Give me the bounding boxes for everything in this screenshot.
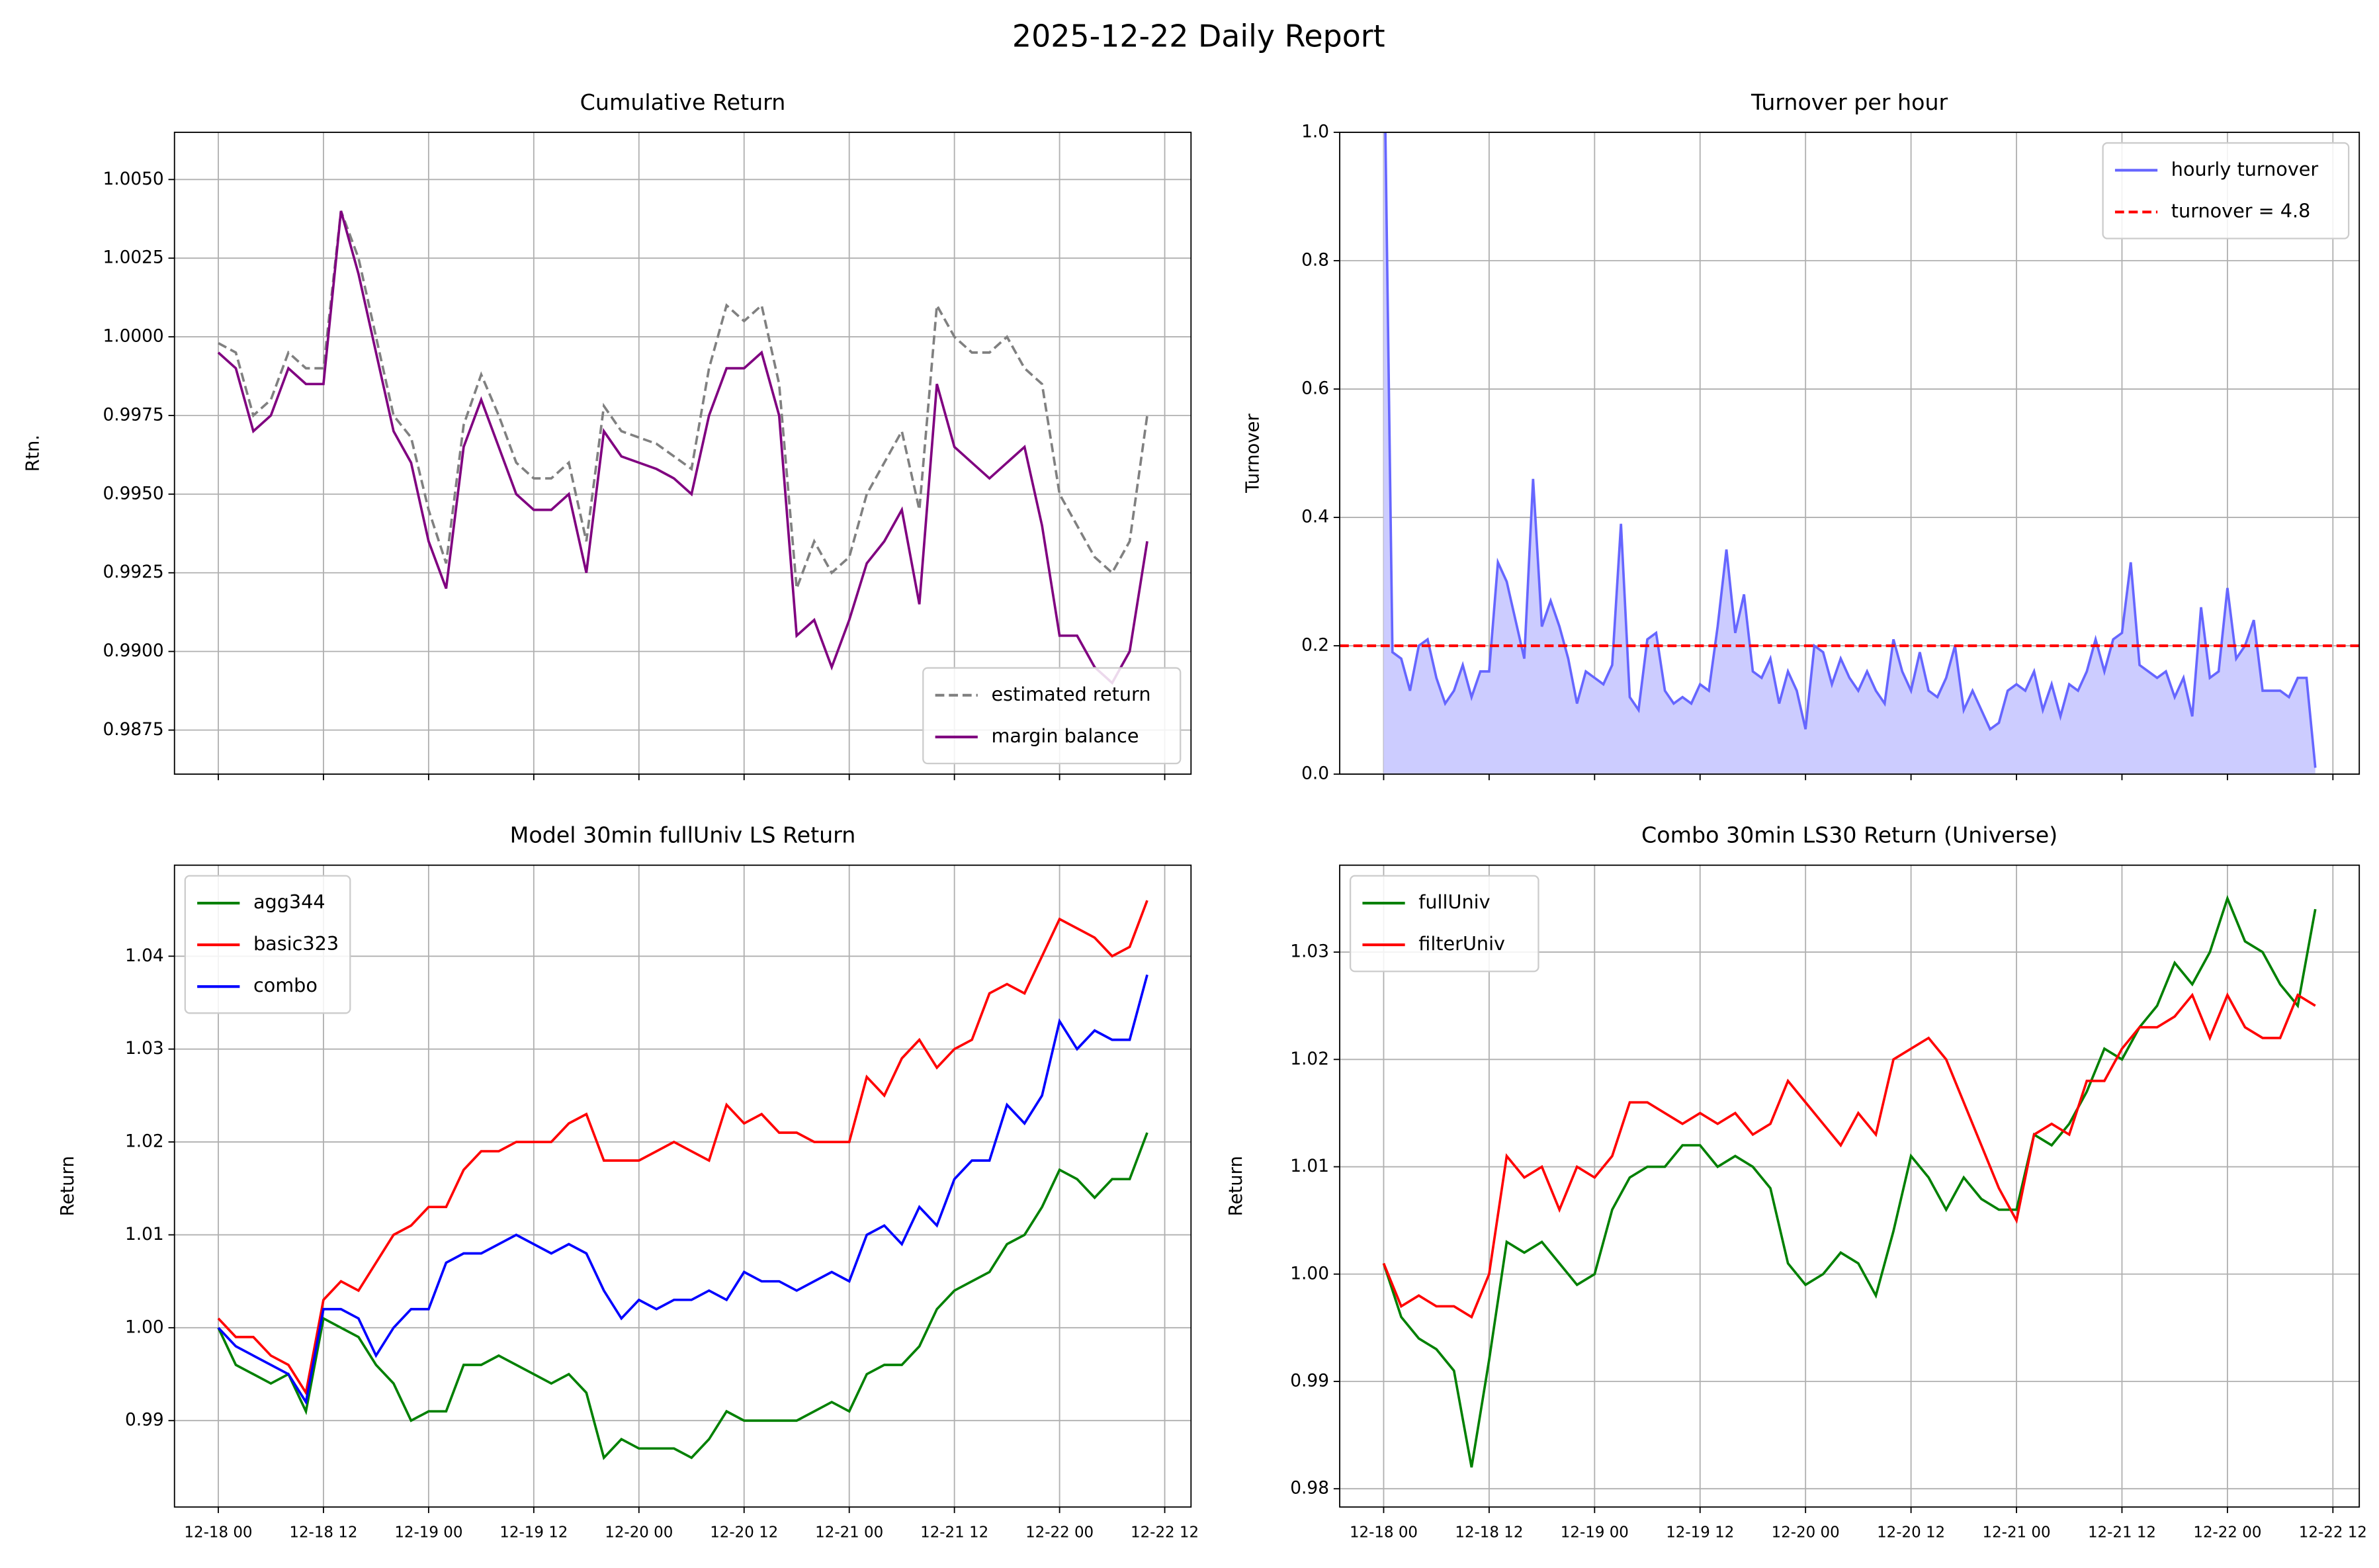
y-tick-label: 0.98 <box>1290 1479 1329 1499</box>
legend-label: agg344 <box>253 891 325 913</box>
y-tick-label: 1.00 <box>125 1317 164 1337</box>
legend-label: fullUniv <box>1418 891 1490 913</box>
x-tick-label: 12-18 12 <box>1455 1524 1523 1541</box>
axes-frame <box>1339 132 2360 775</box>
legend-label: combo <box>253 974 318 996</box>
y-tick-label: 1.0050 <box>103 169 163 189</box>
y-tick-label: 0.9900 <box>103 641 163 661</box>
subplot-title: Model 30min fullUniv LS Return <box>510 822 856 848</box>
figure-title: 2025-12-22 Daily Report <box>1012 18 1385 54</box>
axes-frame <box>173 864 1192 1508</box>
x-tick-label: 12-19 00 <box>394 1524 462 1541</box>
legend-box <box>1349 875 1539 973</box>
legend-label: estimated return <box>991 683 1150 705</box>
x-tick-label: 12-22 12 <box>1131 1524 1199 1541</box>
plot-area <box>1382 894 2317 1468</box>
x-tick-label: 12-19 12 <box>499 1524 568 1541</box>
x-tick-label: 12-20 12 <box>1877 1524 1945 1541</box>
line <box>217 1132 1148 1461</box>
axes-frame <box>1339 864 2360 1508</box>
y-tick-label: 0.9975 <box>103 405 163 425</box>
y-tick-label: 1.00 <box>1290 1264 1329 1284</box>
x-tick-label: 12-21 00 <box>815 1524 883 1541</box>
x-tick-label: 12-22 00 <box>2193 1524 2261 1541</box>
y-tick-label: 0.9875 <box>103 720 163 740</box>
legend-label: filterUniv <box>1418 932 1505 955</box>
x-tick-label: 12-21 00 <box>1983 1524 2051 1541</box>
y-tick-label: 1.0 <box>1301 122 1329 142</box>
y-tick-label: 0.0 <box>1301 764 1329 784</box>
y-axis-label: Rtn. <box>22 435 43 472</box>
x-tick-label: 12-22 00 <box>1025 1524 1094 1541</box>
x-tick-label: 12-20 00 <box>605 1524 673 1541</box>
x-tick-label: 12-18 12 <box>289 1524 357 1541</box>
y-axis-label: Return <box>1225 1156 1246 1216</box>
legend-label: hourly turnover <box>2171 157 2319 180</box>
line <box>217 210 1148 685</box>
y-tick-label: 0.99 <box>1290 1371 1329 1391</box>
axes-frame <box>173 132 1192 775</box>
y-tick-label: 0.99 <box>125 1411 164 1430</box>
x-tick-label: 12-21 12 <box>920 1524 988 1541</box>
plot-area <box>1340 132 2360 775</box>
plot-area <box>217 900 1148 1461</box>
y-tick-label: 1.03 <box>125 1039 164 1059</box>
legend-label: turnover = 4.8 <box>2171 199 2311 222</box>
line <box>1382 992 2316 1319</box>
x-tick-label: 12-20 00 <box>1772 1524 1840 1541</box>
y-tick-label: 1.02 <box>125 1132 164 1152</box>
y-tick-label: 0.2 <box>1301 636 1329 656</box>
y-tick-label: 1.0025 <box>103 248 163 268</box>
line <box>1382 894 2317 1468</box>
y-tick-label: 0.9925 <box>103 562 163 582</box>
line <box>217 974 1148 1406</box>
subplot-title: Cumulative Return <box>580 89 786 115</box>
y-tick-label: 0.8 <box>1301 251 1329 271</box>
line <box>218 210 1148 589</box>
y-tick-label: 0.9950 <box>103 484 163 503</box>
legend-label: margin balance <box>991 724 1139 747</box>
x-tick-label: 12-22 12 <box>2299 1524 2367 1541</box>
line <box>217 900 1148 1397</box>
y-tick-label: 0.6 <box>1301 379 1329 399</box>
plot-area <box>217 210 1148 685</box>
y-tick-label: 1.01 <box>125 1225 164 1244</box>
y-axis-label: Return <box>57 1156 78 1216</box>
line <box>1384 132 2317 768</box>
legend-box <box>2102 142 2350 240</box>
subplot-title: Turnover per hour <box>1751 89 1948 115</box>
y-tick-label: 1.04 <box>125 946 164 966</box>
legend-box <box>922 667 1182 765</box>
x-tick-label: 12-18 00 <box>184 1524 252 1541</box>
y-tick-label: 0.4 <box>1301 507 1329 527</box>
legend-label: basic323 <box>253 932 339 955</box>
legend-box <box>184 875 351 1014</box>
y-tick-label: 1.03 <box>1290 942 1329 962</box>
x-tick-label: 12-21 12 <box>2088 1524 2156 1541</box>
x-tick-label: 12-19 00 <box>1561 1524 1629 1541</box>
y-tick-label: 1.01 <box>1290 1156 1329 1176</box>
y-tick-label: 1.02 <box>1290 1049 1329 1069</box>
x-tick-label: 12-18 00 <box>1350 1524 1418 1541</box>
subplot-title: Combo 30min LS30 Return (Universe) <box>1641 822 2057 848</box>
y-axis-label: Turnover <box>1242 414 1263 494</box>
x-tick-label: 12-20 12 <box>710 1524 778 1541</box>
x-tick-label: 12-19 12 <box>1666 1524 1734 1541</box>
y-tick-label: 1.0000 <box>103 327 163 347</box>
